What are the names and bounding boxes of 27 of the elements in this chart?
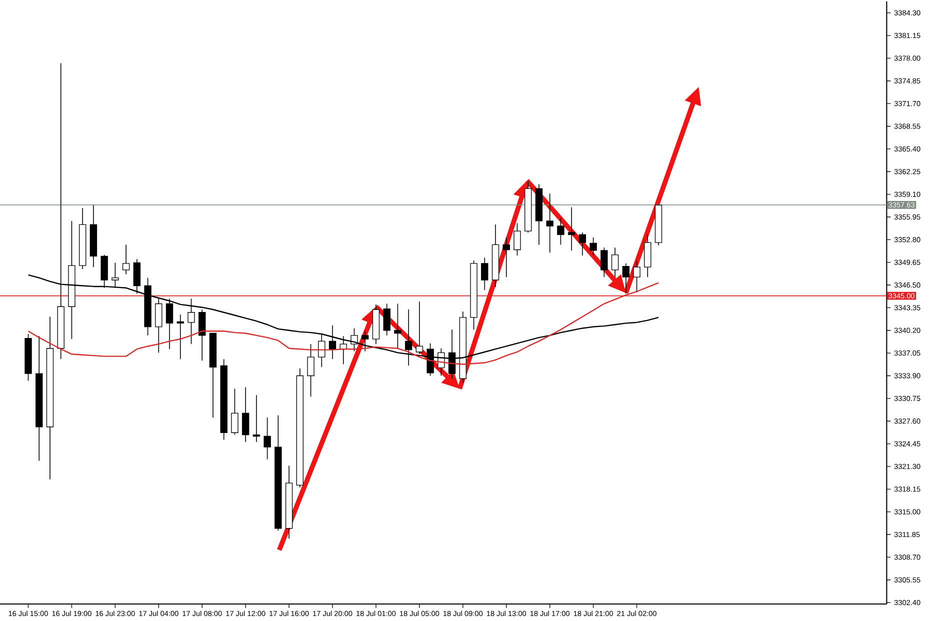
- candlestick: [362, 330, 369, 352]
- candlestick: [546, 193, 554, 253]
- candlestick: [502, 236, 510, 278]
- candlestick: [568, 206, 576, 251]
- candlestick: [622, 262, 630, 294]
- candlestick: [416, 301, 424, 354]
- candlestick: [176, 314, 184, 360]
- candlestick: [350, 328, 358, 352]
- candlestick: [557, 218, 564, 245]
- candlestick: [600, 247, 608, 278]
- candlestick: [611, 247, 619, 278]
- candlestick: [264, 416, 271, 460]
- candlestick: [383, 303, 390, 336]
- candlestick: [155, 298, 162, 353]
- candlestick: [166, 298, 174, 350]
- candlestick: [578, 232, 586, 256]
- candlestick: [514, 222, 521, 256]
- candlestick: [633, 260, 640, 292]
- candlestick: [307, 344, 314, 397]
- candlestick: [590, 236, 597, 256]
- candlestick: [242, 386, 250, 442]
- candlestick: [252, 394, 260, 442]
- candlestick: [394, 303, 402, 349]
- candlestick: [122, 244, 130, 274]
- candlestick: [188, 298, 195, 344]
- candlestick: [231, 388, 238, 436]
- candlestick: [481, 257, 488, 290]
